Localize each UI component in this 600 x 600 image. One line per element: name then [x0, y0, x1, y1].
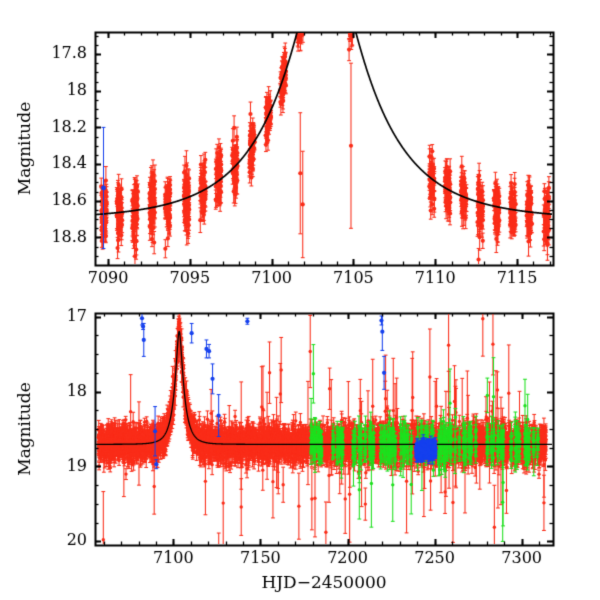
figure-root: Magnitude 7090 7095 7100 7105 7110 7115 … — [0, 0, 600, 600]
light-curve-figure — [0, 0, 600, 600]
